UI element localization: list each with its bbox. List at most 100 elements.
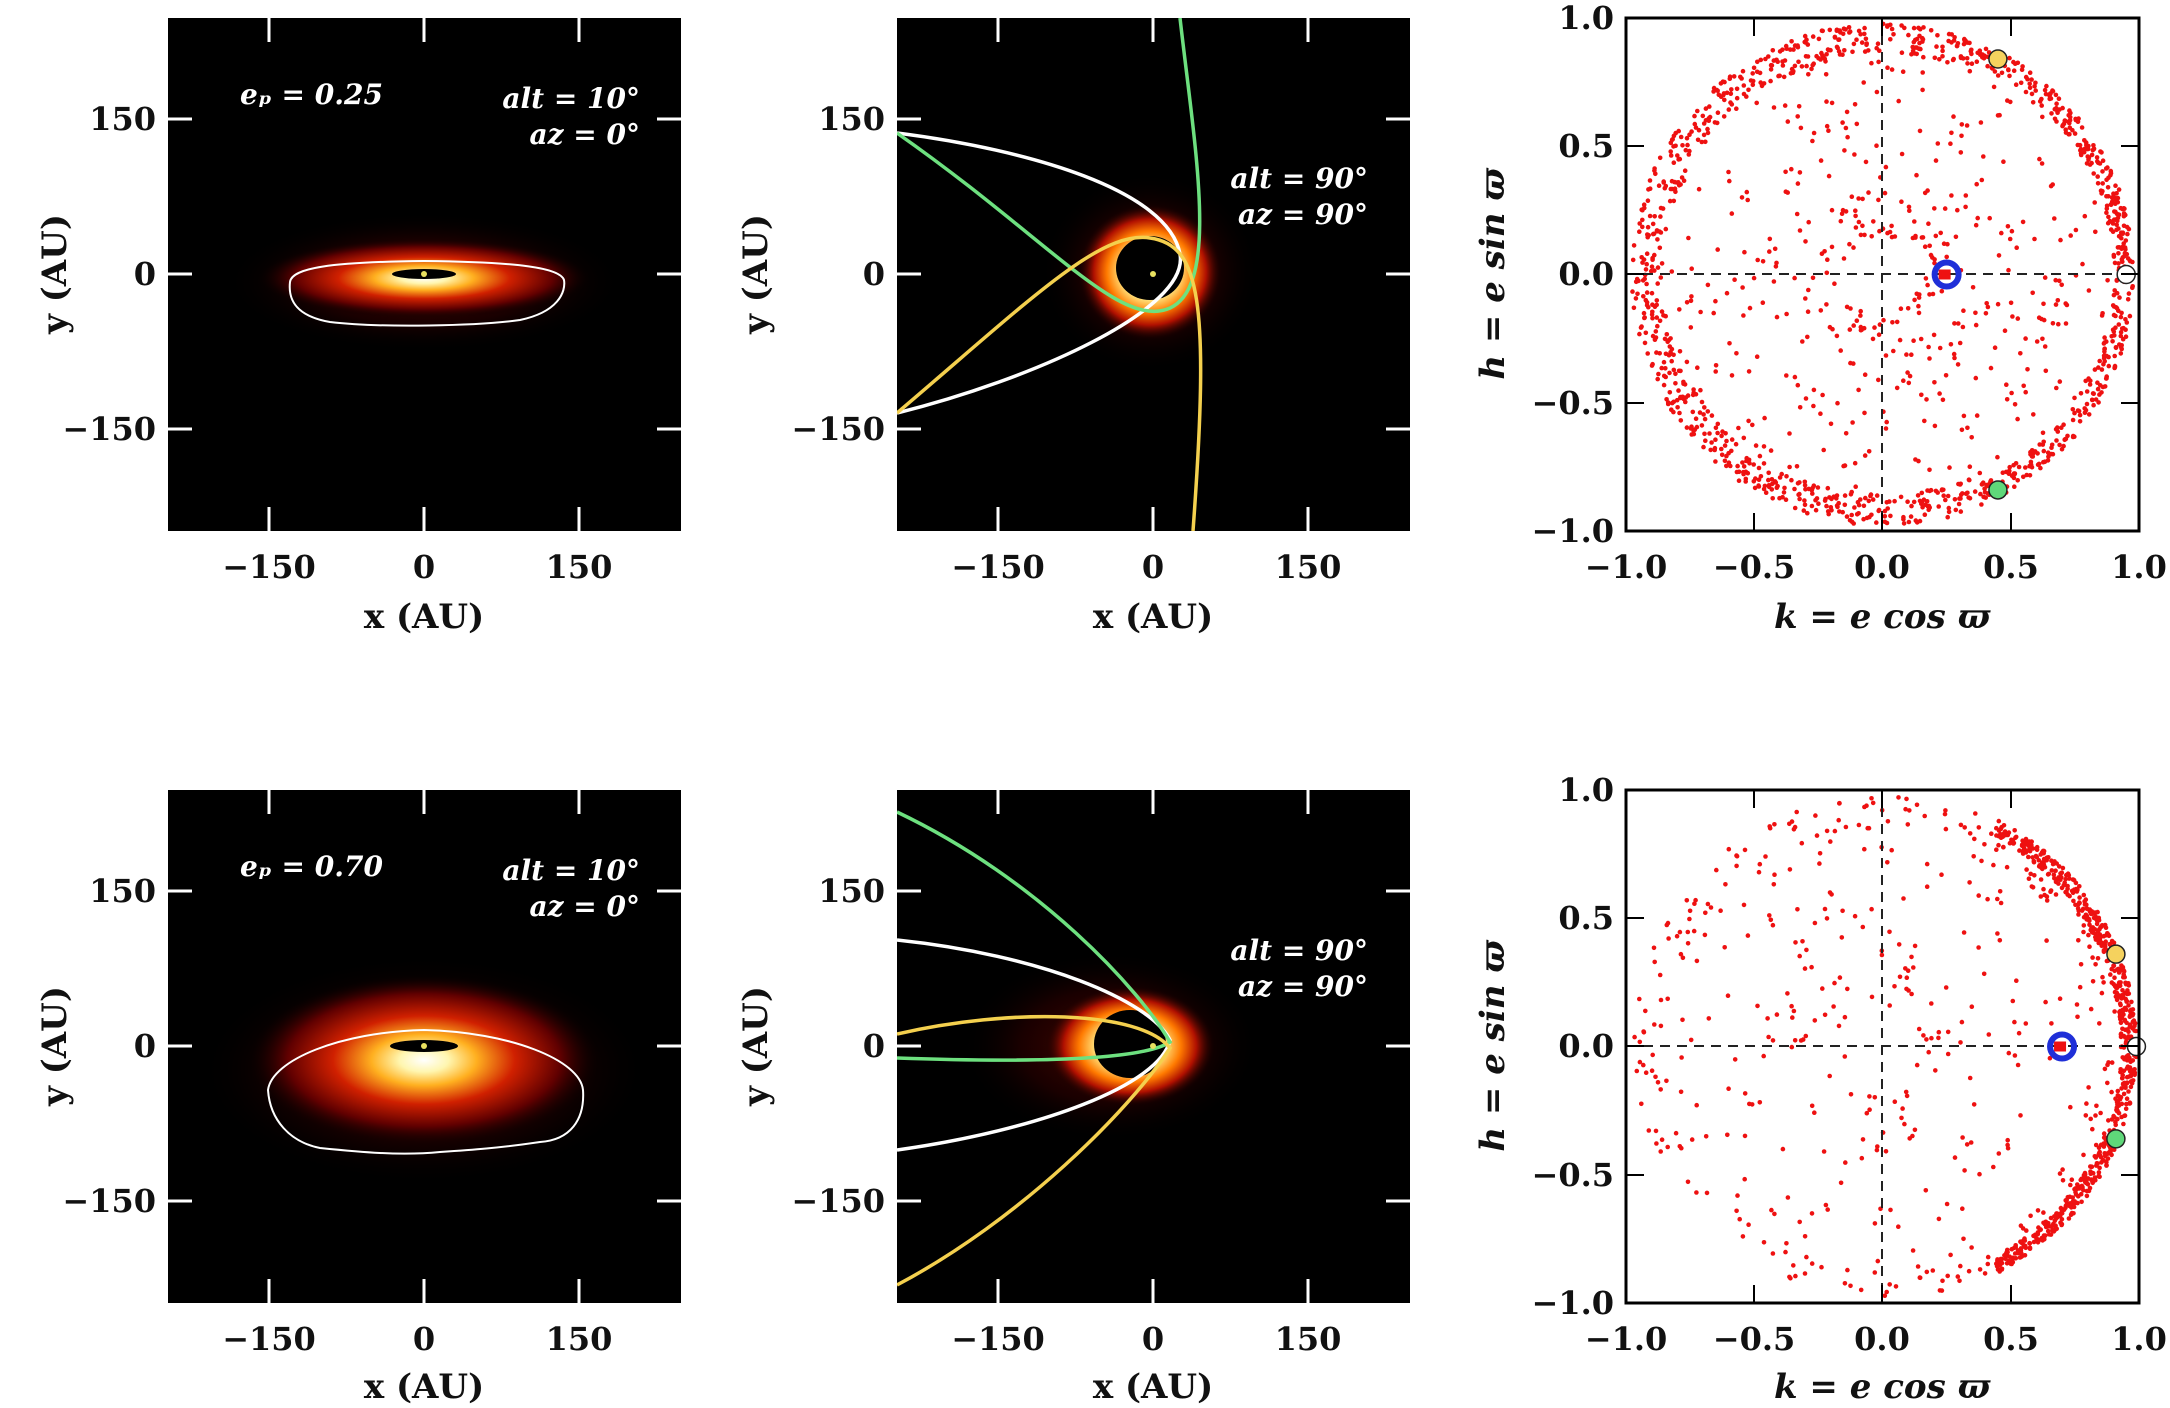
scatter-point (1642, 315, 1647, 321)
scatter-point (1945, 60, 1950, 65)
scatter-point (2118, 345, 2124, 350)
ytick-label: −1.0 (1532, 512, 1614, 550)
scatter-point (1967, 40, 1972, 46)
scatter-point (1948, 1252, 1953, 1258)
scatter-point (2043, 91, 2049, 97)
scatter-point (1948, 342, 1954, 347)
scatter-point (2049, 1224, 2054, 1229)
scatter-point (1893, 1284, 1899, 1289)
scatter-point (2093, 229, 2098, 235)
scatter-point (1641, 310, 1647, 316)
scatter-point (1920, 505, 1925, 510)
scatter-point (2070, 433, 2076, 439)
scatter-point (2031, 858, 2037, 864)
tick-marks (897, 18, 1410, 531)
scatter-point (1663, 183, 1669, 189)
scatter-point (1955, 1274, 1961, 1279)
scatter-point (1884, 500, 1890, 505)
scatter-point (1770, 496, 1775, 501)
scatter-point (2077, 895, 2082, 900)
scatter-point (1705, 282, 1711, 288)
scatter-point (2013, 1243, 2018, 1248)
star-marker (1150, 1043, 1156, 1049)
scatter-point (2053, 302, 2059, 307)
scatter-point (1862, 410, 1867, 416)
scatter-point (2011, 68, 2017, 73)
scatter-point (1904, 986, 1909, 992)
scatter-point (1998, 1256, 2003, 1262)
scatter-point (1824, 99, 1829, 104)
scatter-point (1844, 514, 1850, 519)
scatter-point (1811, 130, 1817, 136)
scatter-point (1698, 387, 1703, 393)
scatter-point (1655, 237, 1660, 242)
scatter-point (1685, 1179, 1691, 1185)
scatter-point (1794, 809, 1799, 815)
scatter-point (1995, 73, 2001, 78)
scatter-point (1862, 804, 1867, 810)
scatter-point (1668, 153, 1674, 158)
scatter-point (1735, 1193, 1740, 1198)
scatter-point (2026, 839, 2032, 844)
scatter-point (2082, 1170, 2088, 1176)
scatter-point (1741, 313, 1746, 318)
scatter-point (1943, 826, 1949, 832)
scatter-point (1695, 365, 1700, 371)
scatter-point (1952, 497, 1958, 502)
scatter-point (1912, 297, 1917, 303)
scatter-point (1896, 942, 1902, 947)
scatter-point (1978, 52, 1983, 57)
scatter-point (1644, 261, 1649, 267)
scatter-point (2109, 1152, 2114, 1158)
scatter-point (2086, 412, 2092, 417)
scatter-point (1889, 223, 1894, 229)
scatter-point (1994, 1263, 2000, 1269)
scatter-point (1784, 1241, 1789, 1246)
scatter-point (2129, 999, 2134, 1005)
scatter-point (1709, 413, 1715, 418)
scatter-point (1787, 431, 1792, 436)
scatter-point (1836, 1023, 1842, 1029)
scatter-point (1789, 477, 1794, 483)
scatter-point (2114, 227, 2119, 233)
scatter-point (2066, 1216, 2072, 1221)
scatter-point (1649, 1068, 1655, 1073)
scatter-point (1647, 178, 1653, 183)
y-axis-label: y (AU) (736, 986, 776, 1107)
scatter-point (1872, 1221, 1878, 1226)
scatter-point (1805, 54, 1811, 59)
scatter-point (1898, 306, 1904, 312)
scatter-point (1877, 228, 1882, 234)
scatter-point (1858, 308, 1863, 314)
scatter-point (2096, 365, 2101, 370)
scatter-point (1876, 508, 1881, 514)
scatter-point (2023, 74, 2029, 80)
scatter-point (1979, 481, 1985, 487)
scatter-point (1782, 485, 1787, 491)
scatter-point (1923, 1188, 1929, 1193)
scatter-point (2074, 1002, 2080, 1007)
scatter-point (1856, 511, 1861, 516)
scatter-point (1867, 514, 1872, 520)
scatter-point (2020, 219, 2026, 225)
scatter-point (1641, 202, 1647, 207)
scatter-point (1791, 827, 1797, 832)
scatter-point (1942, 811, 1948, 817)
scatter-point (1652, 337, 1658, 343)
scatter-point (1644, 251, 1650, 256)
scatter-point (2127, 1014, 2133, 1020)
ytick-label: −0.5 (1532, 1156, 1614, 1194)
scatter-point (1814, 53, 1819, 59)
scatter-point (2061, 422, 2066, 428)
scatter-point (2030, 855, 2035, 860)
scatter-point (2007, 464, 2012, 470)
scatter-point (2103, 166, 2109, 171)
scatter-point (1942, 206, 1948, 211)
scatter-point (2096, 1170, 2102, 1175)
scatter-point (1726, 1086, 1731, 1091)
scatter-point (2010, 314, 2015, 319)
scatter-point (1825, 47, 1831, 52)
scatter-point (2064, 1197, 2069, 1203)
scatter-point (2114, 222, 2119, 228)
scatter-point (1892, 498, 1897, 504)
